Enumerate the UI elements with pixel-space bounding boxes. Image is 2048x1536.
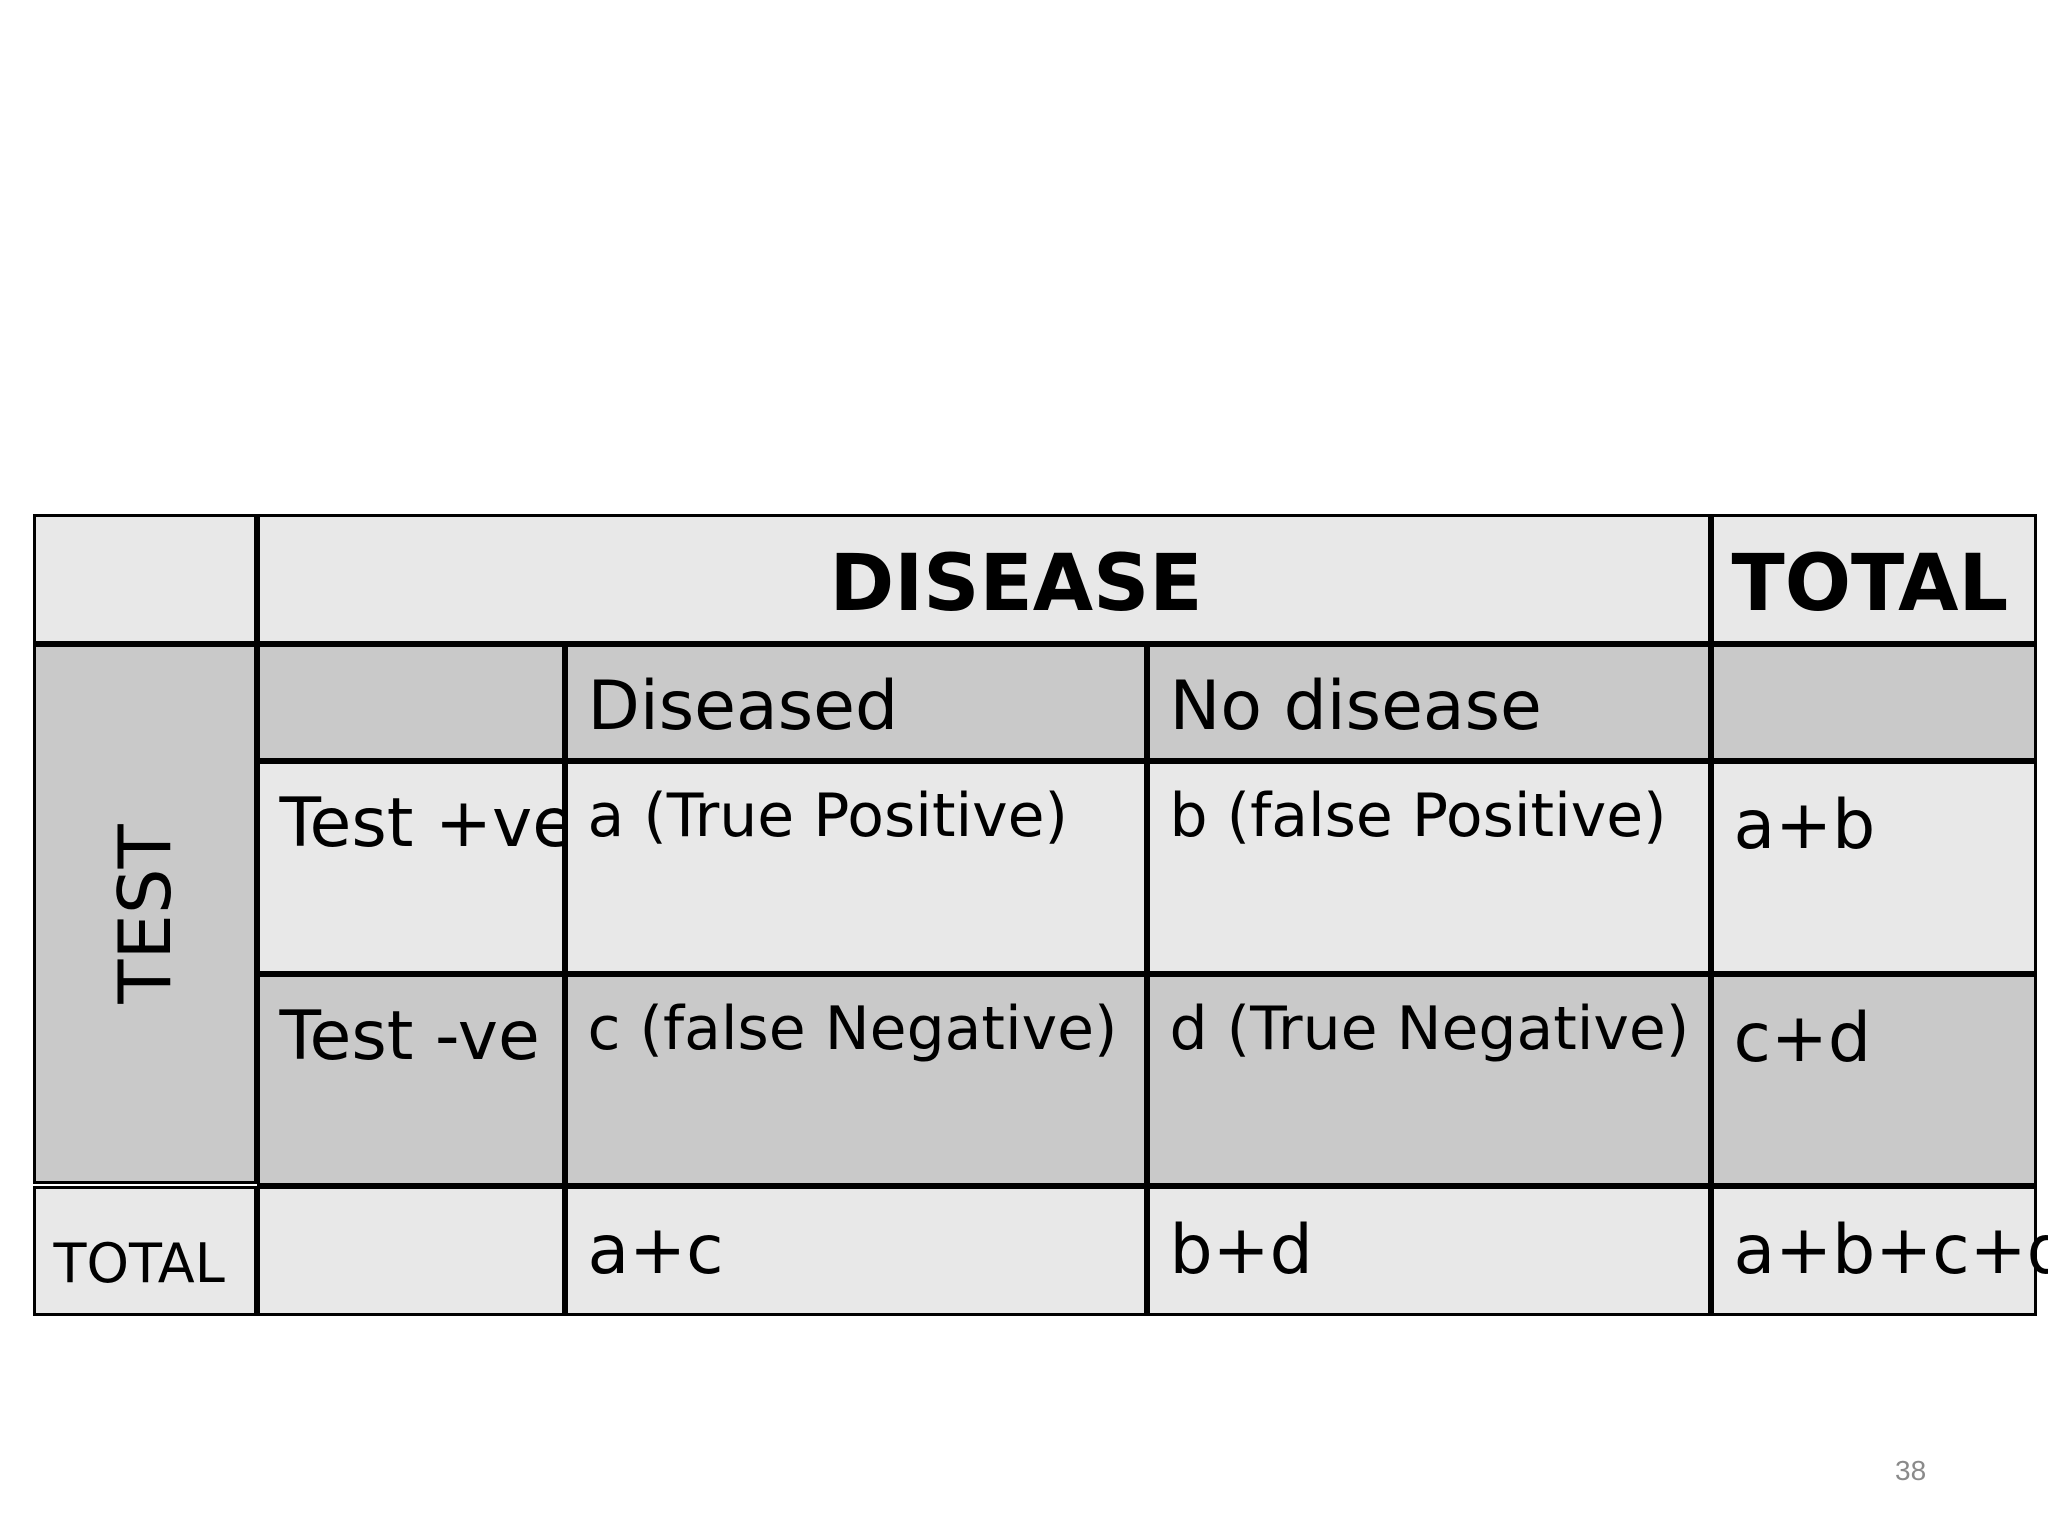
header-disease-cell: DISEASE <box>256 513 1711 644</box>
subheader-diseased-label: Diseased <box>587 666 899 746</box>
false-negative-value: c (false Negative) <box>587 993 1118 1064</box>
grand-total-value: a+b+c+d <box>1733 1210 2048 1290</box>
cell-row-negative-total: c+d <box>1710 973 2037 1186</box>
row-test-positive-label: Test +ve <box>279 783 575 863</box>
subheader-no-disease-label: No disease <box>1169 666 1542 746</box>
page-number: 38 <box>1895 1455 1927 1486</box>
subheader-empty-cell <box>256 643 565 761</box>
total-row-label: TOTAL <box>53 1231 225 1295</box>
total-row-empty-cell <box>256 1185 565 1316</box>
row-test-negative-label-cell: Test -ve <box>256 973 565 1186</box>
row-test-negative-label: Test -ve <box>279 996 540 1076</box>
false-positive-value: b (false Positive) <box>1169 780 1667 851</box>
true-negative-value: d (True Negative) <box>1169 993 1690 1064</box>
cell-row-positive-total: a+b <box>1710 760 2037 974</box>
cell-column-diseased-total: a+c <box>564 1185 1147 1316</box>
row-positive-total-value: a+b <box>1733 785 1876 865</box>
subheader-diseased-cell: Diseased <box>564 643 1147 761</box>
cell-grand-total: a+b+c+d <box>1710 1185 2048 1316</box>
subheader-no-disease-cell: No disease <box>1146 643 1711 761</box>
cell-false-positive: b (false Positive) <box>1146 760 1711 974</box>
column-no-disease-total-value: b+d <box>1169 1210 1313 1290</box>
column-diseased-total-value: a+c <box>587 1210 724 1290</box>
true-positive-value: a (True Positive) <box>587 780 1068 851</box>
cell-column-no-disease-total: b+d <box>1146 1185 1711 1316</box>
row-negative-total-value: c+d <box>1733 998 1872 1078</box>
cell-true-positive: a (True Positive) <box>564 760 1147 974</box>
row-group-label: TEST <box>102 823 187 1004</box>
header-total-cell: TOTAL <box>1710 513 2037 644</box>
cell-false-negative: c (false Negative) <box>564 973 1147 1186</box>
header-total-label: TOTAL <box>1731 538 2009 629</box>
cell-true-negative: d (True Negative) <box>1146 973 1711 1186</box>
total-row-label-cell: TOTAL <box>32 1185 257 1316</box>
row-group-cell: TEST <box>32 643 257 1184</box>
subheader-total-empty-cell <box>1710 643 2037 761</box>
header-disease-label: DISEASE <box>829 538 1203 629</box>
row-test-positive-label-cell: Test +ve <box>256 760 574 974</box>
header-empty-cell <box>32 513 257 644</box>
